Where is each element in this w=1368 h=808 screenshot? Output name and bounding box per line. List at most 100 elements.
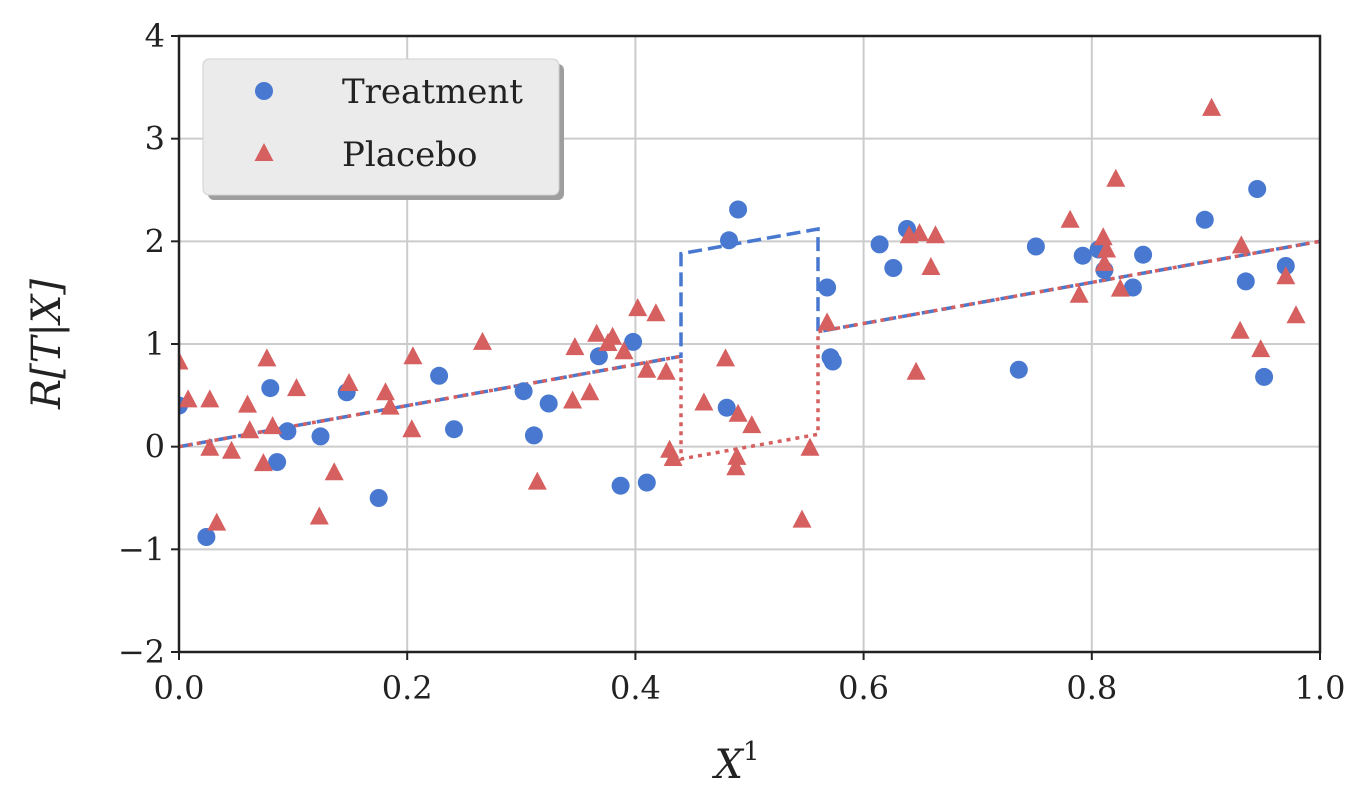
legend-placebo-label: Placebo <box>342 135 477 175</box>
placebo-point <box>614 341 634 360</box>
placebo-point <box>800 437 820 456</box>
treatment-point <box>311 427 330 446</box>
treatment-point <box>884 259 903 277</box>
treatment-point <box>268 453 287 472</box>
x-tick-label: 0.4 <box>610 669 661 707</box>
placebo-point <box>1110 278 1130 297</box>
y-tick-label: 4 <box>145 17 165 55</box>
y-tick-label: 2 <box>145 222 165 260</box>
placebo-point <box>716 348 735 367</box>
placebo-point <box>587 323 607 342</box>
placebo-point <box>473 331 492 350</box>
treatment-point <box>430 366 449 385</box>
treatment-point <box>261 379 280 398</box>
legend-treatment-marker <box>255 82 273 100</box>
treatment-point <box>1236 272 1255 291</box>
treatment-point <box>720 231 738 250</box>
placebo-point <box>257 348 277 367</box>
placebo-point <box>628 298 648 317</box>
treatment-point <box>278 422 297 441</box>
x-axis-label-base: X <box>711 742 744 788</box>
placebo-point <box>527 471 547 490</box>
placebo-point <box>287 378 306 397</box>
placebo-point <box>580 382 600 401</box>
placebo-point <box>742 415 762 434</box>
x-axis-label-superscript: 1 <box>743 737 760 767</box>
treatment-point <box>369 489 388 507</box>
treatment-point <box>197 528 216 546</box>
y-tick-label: 3 <box>145 120 165 158</box>
treatment-point <box>1195 210 1214 229</box>
placebo-point <box>324 462 344 481</box>
y-tick-label: 1 <box>145 325 165 363</box>
placebo-point <box>565 337 585 356</box>
placebo-point <box>1069 284 1089 303</box>
y-axis-label: R[T|X] <box>24 279 70 410</box>
y-tick-label: −2 <box>118 633 165 671</box>
placebo-point <box>1097 239 1117 258</box>
treatment-point <box>823 352 842 371</box>
placebo-point <box>792 509 812 528</box>
treatment-point <box>1073 246 1092 265</box>
legend-box <box>202 58 560 196</box>
placebo-point <box>906 361 926 380</box>
placebo-point <box>179 351 189 370</box>
x-tick-label: 0.0 <box>154 669 205 707</box>
treatment-point <box>1276 257 1295 275</box>
treatment-point <box>1123 278 1142 297</box>
placebo-point <box>1106 168 1126 187</box>
x-tick-label: 0.6 <box>838 669 889 707</box>
treatment-point <box>637 473 656 492</box>
placebo-point <box>403 346 423 365</box>
placebo-point <box>1093 227 1113 246</box>
treatment-point <box>870 235 889 254</box>
placebo-point <box>921 257 941 275</box>
placebo-point <box>910 223 929 242</box>
placebo-point <box>402 419 422 438</box>
legend: Treatment Placebo <box>202 58 564 200</box>
y-tick-label: 0 <box>145 428 165 466</box>
x-tick-label: 0.2 <box>382 669 433 707</box>
placebo-point <box>1276 266 1296 285</box>
placebo-point <box>728 403 748 422</box>
placebo-point <box>339 373 359 391</box>
placebo-point <box>200 437 220 456</box>
legend-placebo-marker <box>254 143 274 161</box>
placebo-point <box>1094 252 1114 271</box>
placebo-point <box>563 390 583 409</box>
treatment-point <box>589 347 608 366</box>
treatment-point <box>1134 245 1153 264</box>
placebo-point <box>1286 305 1306 324</box>
placebo-point <box>1202 97 1222 116</box>
x-axis-label: X1 <box>711 737 759 788</box>
legend-treatment-label: Treatment <box>342 72 523 112</box>
treatment-point <box>539 394 558 413</box>
placebo-point <box>238 394 257 413</box>
treatment-point <box>729 200 748 219</box>
treatment-point <box>611 476 630 495</box>
placebo-point <box>1060 209 1080 228</box>
treatment-point <box>524 426 543 445</box>
placebo-point <box>376 382 395 401</box>
x-tick-label: 0.8 <box>1066 669 1117 707</box>
placebo-point <box>603 326 623 345</box>
placebo-point <box>926 225 945 244</box>
placebo-point <box>646 303 666 322</box>
treatment-point <box>624 332 643 351</box>
placebo-point <box>817 312 837 331</box>
treatment-point <box>1009 360 1028 379</box>
treatment-point <box>445 420 463 439</box>
treatment-point <box>717 398 736 417</box>
treatment-point <box>514 382 533 401</box>
placebo-point <box>263 416 283 435</box>
treatment-point <box>1255 367 1274 386</box>
treatment-point <box>1026 237 1045 256</box>
placebo-point <box>309 506 329 525</box>
placebo-point <box>222 440 241 459</box>
placebo-point <box>727 446 747 465</box>
placebo-point <box>1251 339 1271 358</box>
placebo-point <box>253 453 273 472</box>
placebo-point <box>207 512 227 531</box>
placebo-point <box>726 457 746 476</box>
